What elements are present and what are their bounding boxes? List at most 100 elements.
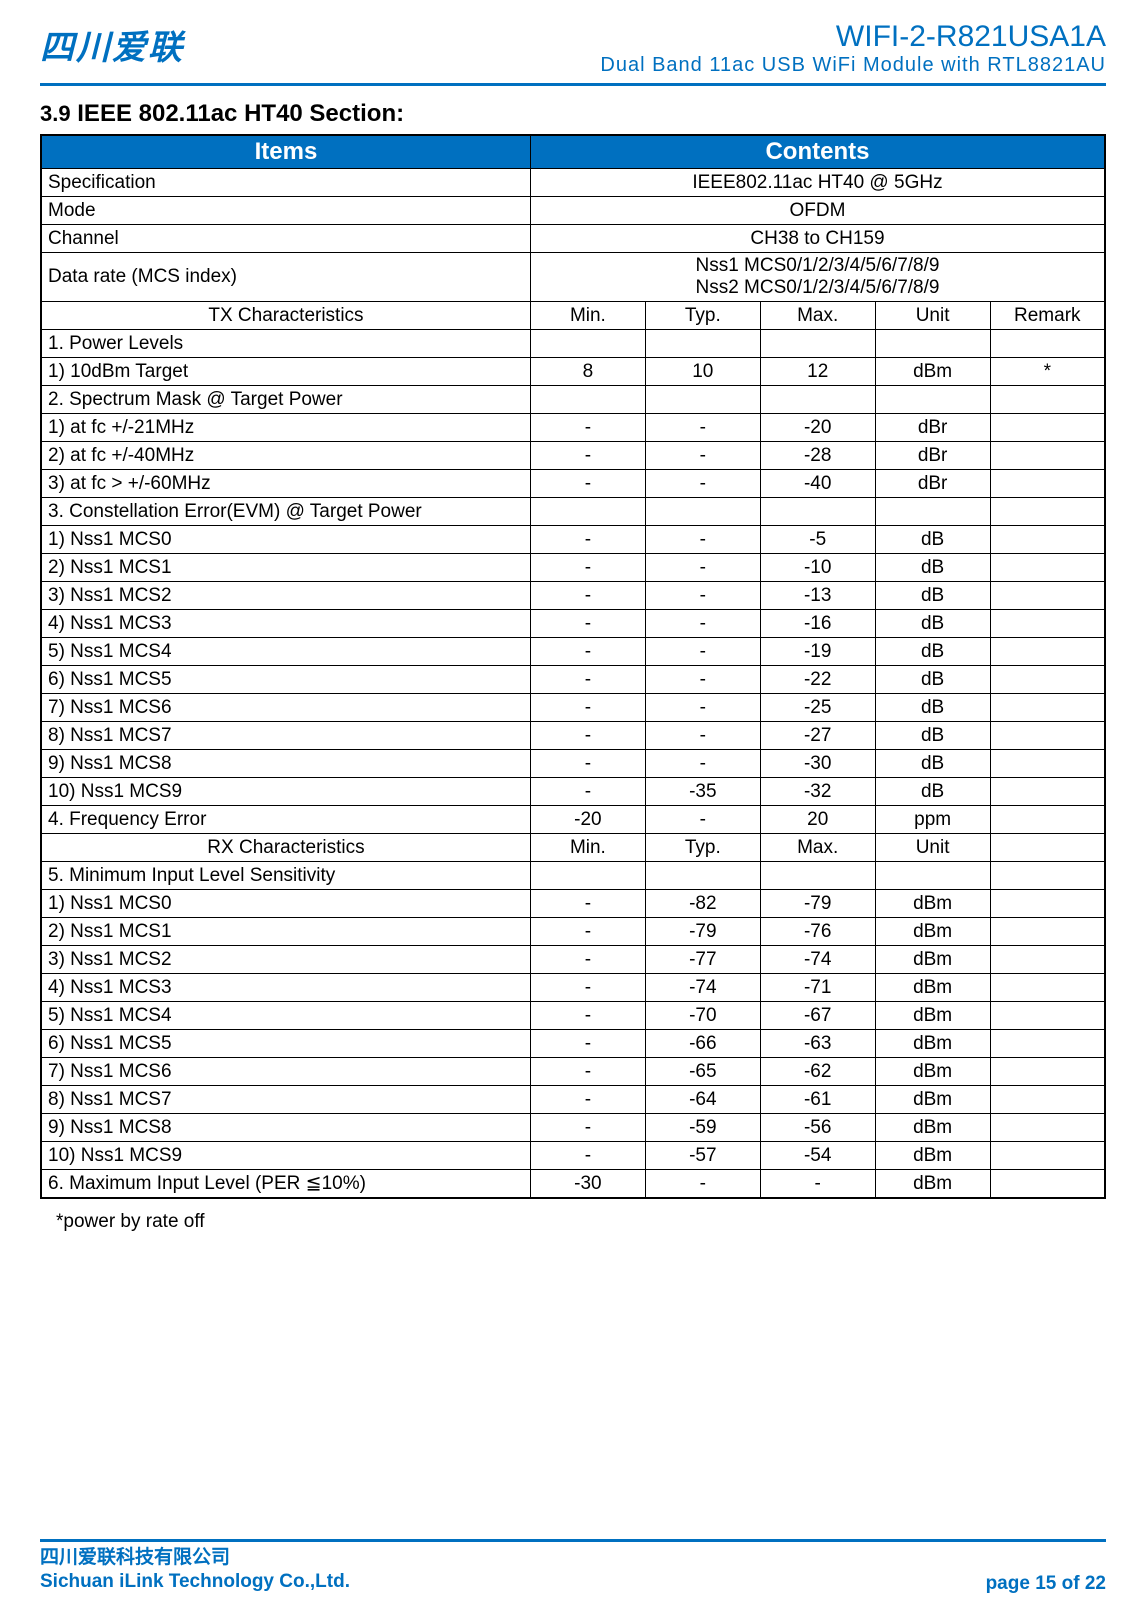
cell-remark — [990, 1086, 1105, 1114]
cell-unit: dBm — [875, 1002, 990, 1030]
cell-max: -63 — [760, 1030, 875, 1058]
cell-typ: -59 — [645, 1114, 760, 1142]
cell-max: -32 — [760, 778, 875, 806]
cell-typ: - — [645, 1170, 760, 1199]
cell-max: -5 — [760, 526, 875, 554]
cell-typ: -79 — [645, 918, 760, 946]
cell-max: -67 — [760, 1002, 875, 1030]
cell-min: - — [530, 442, 645, 470]
col-unit: Unit — [875, 302, 990, 330]
cell-unit: dBm — [875, 1058, 990, 1086]
table-row: 2) Nss1 MCS1---10dB — [41, 554, 1105, 582]
cell-min: - — [530, 526, 645, 554]
cell-typ — [645, 498, 760, 526]
cell-max: -19 — [760, 638, 875, 666]
subheader-label: RX Characteristics — [41, 834, 530, 862]
row-label: 3. Constellation Error(EVM) @ Target Pow… — [41, 498, 530, 526]
cell-max: - — [760, 1170, 875, 1199]
cell-unit: dB — [875, 722, 990, 750]
cell-min: - — [530, 918, 645, 946]
cell-min: - — [530, 638, 645, 666]
cell-max: 20 — [760, 806, 875, 834]
cell-typ: -65 — [645, 1058, 760, 1086]
cell-typ: - — [645, 610, 760, 638]
row-label: 9) Nss1 MCS8 — [41, 1114, 530, 1142]
row-label: 1. Power Levels — [41, 330, 530, 358]
cell-unit: dBm — [875, 946, 990, 974]
row-label: 10) Nss1 MCS9 — [41, 1142, 530, 1170]
cell-remark — [990, 1142, 1105, 1170]
row-label: 10) Nss1 MCS9 — [41, 778, 530, 806]
cell-unit: dBm — [875, 1114, 990, 1142]
cell-unit: dBm — [875, 1170, 990, 1199]
cell-max — [760, 498, 875, 526]
page-of: of — [1062, 1573, 1080, 1594]
cell-unit — [875, 386, 990, 414]
cell-max: -27 — [760, 722, 875, 750]
cell-max: -79 — [760, 890, 875, 918]
cell-remark: * — [990, 358, 1105, 386]
cell-max: -13 — [760, 582, 875, 610]
cell-typ: 10 — [645, 358, 760, 386]
cell-max: -25 — [760, 694, 875, 722]
table-row: 1. Power Levels — [41, 330, 1105, 358]
cell-remark — [990, 778, 1105, 806]
cell-min: - — [530, 1058, 645, 1086]
cell-remark — [990, 330, 1105, 358]
cell-remark — [990, 638, 1105, 666]
cell-min: 8 — [530, 358, 645, 386]
row-label: 7) Nss1 MCS6 — [41, 694, 530, 722]
cell-remark — [990, 1114, 1105, 1142]
cell-typ: - — [645, 750, 760, 778]
cell-max: -71 — [760, 974, 875, 1002]
table-row: 7) Nss1 MCS6--65-62dBm — [41, 1058, 1105, 1086]
cell-typ: - — [645, 666, 760, 694]
table-row: Data rate (MCS index)Nss1 MCS0/1/2/3/4/5… — [41, 253, 1105, 302]
row-label: 9) Nss1 MCS8 — [41, 750, 530, 778]
cell-typ — [645, 386, 760, 414]
page-total: 22 — [1085, 1573, 1106, 1594]
footer-company: 四川爱联科技有限公司 Sichuan iLink Technology Co.,… — [40, 1546, 350, 1595]
row-label: 3) Nss1 MCS2 — [41, 946, 530, 974]
header-right: WIFI-2-R821USA1A Dual Band 11ac USB WiFi… — [600, 20, 1106, 77]
page: 四川爱联 WIFI-2-R821USA1A Dual Band 11ac USB… — [0, 0, 1146, 1621]
table-row: 2) Nss1 MCS1--79-76dBm — [41, 918, 1105, 946]
row-label: 7) Nss1 MCS6 — [41, 1058, 530, 1086]
row-label: 5. Minimum Input Level Sensitivity — [41, 862, 530, 890]
header-items: Items — [41, 135, 530, 169]
cell-min: - — [530, 610, 645, 638]
spec-table: Items Contents SpecificationIEEE802.11ac… — [40, 134, 1106, 1199]
cell-unit: dBr — [875, 442, 990, 470]
cell-unit: dB — [875, 582, 990, 610]
cell-remark — [990, 582, 1105, 610]
row-label: 1) 10dBm Target — [41, 358, 530, 386]
table-row: 1) Nss1 MCS0--82-79dBm — [41, 890, 1105, 918]
cell-typ: -77 — [645, 946, 760, 974]
item-label: Data rate (MCS index) — [41, 253, 530, 302]
page-current: 15 — [1035, 1573, 1056, 1594]
table-row: 5) Nss1 MCS4---19dB — [41, 638, 1105, 666]
cell-unit: dB — [875, 526, 990, 554]
cell-typ — [645, 862, 760, 890]
cell-remark — [990, 386, 1105, 414]
cell-min — [530, 498, 645, 526]
cell-remark — [990, 526, 1105, 554]
cell-remark — [990, 722, 1105, 750]
cell-typ: - — [645, 554, 760, 582]
cell-remark — [990, 974, 1105, 1002]
cell-unit — [875, 862, 990, 890]
company-name-cn: 四川爱联科技有限公司 — [40, 1546, 350, 1571]
table-row: 4) Nss1 MCS3---16dB — [41, 610, 1105, 638]
cell-unit: dB — [875, 554, 990, 582]
cell-min: - — [530, 890, 645, 918]
row-label: 1) at fc +/-21MHz — [41, 414, 530, 442]
cell-unit: dB — [875, 638, 990, 666]
section-number: 3.9 — [40, 101, 71, 126]
cell-remark — [990, 610, 1105, 638]
company-logo-text: 四川爱联 — [40, 20, 184, 69]
cell-remark — [990, 442, 1105, 470]
cell-min: - — [530, 470, 645, 498]
cell-max: -10 — [760, 554, 875, 582]
item-content: CH38 to CH159 — [530, 225, 1105, 253]
table-row: 6) Nss1 MCS5---22dB — [41, 666, 1105, 694]
